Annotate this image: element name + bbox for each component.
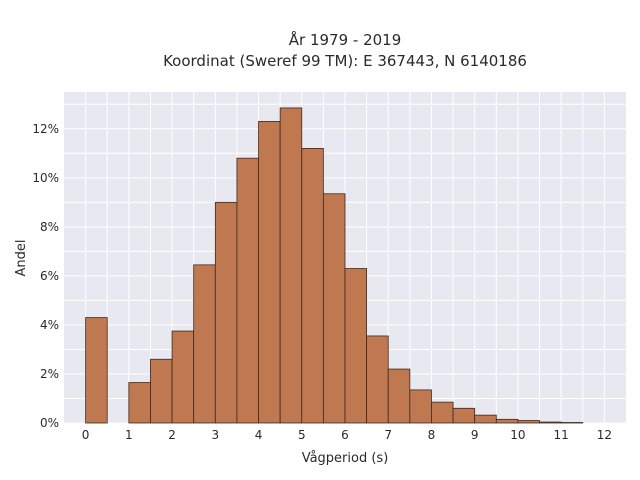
y-tick-label: 10% <box>32 171 59 185</box>
x-tick-label: 12 <box>597 428 612 442</box>
x-tick-label: 10 <box>510 428 525 442</box>
histogram-bar <box>279 107 303 424</box>
x-tick-label: 4 <box>255 428 263 442</box>
histogram-bar <box>495 418 519 424</box>
histogram-bar <box>409 389 432 424</box>
y-tick-label: 2% <box>40 367 59 381</box>
histogram-bar <box>150 358 173 424</box>
y-tick-label: 12% <box>32 122 59 136</box>
histogram-bar <box>128 382 151 424</box>
histogram-bar <box>452 407 476 424</box>
histogram-bar <box>236 157 259 424</box>
histogram-bar <box>366 335 389 424</box>
y-axis-ticks: 0% 2% 4% 6% 8% 10% 12% <box>32 122 59 430</box>
y-tick-label: 4% <box>40 318 59 332</box>
histogram-bar <box>193 264 216 424</box>
histogram-bar <box>517 420 540 424</box>
histogram-bar <box>539 421 562 424</box>
chart-title-line1: År 1979 - 2019 <box>289 30 402 49</box>
y-tick-label: 8% <box>40 220 59 234</box>
x-tick-label: 7 <box>384 428 392 442</box>
x-tick-label: 3 <box>211 428 219 442</box>
x-tick-label: 2 <box>168 428 176 442</box>
x-tick-label: 11 <box>554 428 569 442</box>
x-tick-label: 9 <box>471 428 479 442</box>
histogram-bar <box>85 317 108 424</box>
histogram-bar <box>301 147 324 424</box>
x-tick-label: 5 <box>298 428 306 442</box>
bars <box>85 107 584 424</box>
x-axis-ticks: 0 1 2 3 4 5 6 7 8 9 10 11 12 <box>82 428 612 442</box>
histogram-bar <box>322 193 346 424</box>
y-axis-label: Andel <box>14 240 29 277</box>
y-tick-label: 0% <box>40 416 59 430</box>
histogram-bar <box>258 121 281 424</box>
histogram-bar <box>474 414 497 424</box>
chart-title-line2: Koordinat (Sweref 99 TM): E 367443, N 61… <box>163 52 527 70</box>
histogram-bar <box>171 330 195 424</box>
x-tick-label: 1 <box>125 428 133 442</box>
x-axis-label: Vågperiod (s) <box>302 451 389 466</box>
histogram-bar <box>431 401 454 424</box>
x-tick-label: 8 <box>428 428 436 442</box>
x-tick-label: 0 <box>82 428 90 442</box>
y-tick-label: 6% <box>40 269 59 283</box>
histogram-bar <box>387 368 411 424</box>
histogram-bar <box>214 201 238 424</box>
histogram-bar <box>344 268 368 424</box>
x-tick-label: 6 <box>341 428 349 442</box>
